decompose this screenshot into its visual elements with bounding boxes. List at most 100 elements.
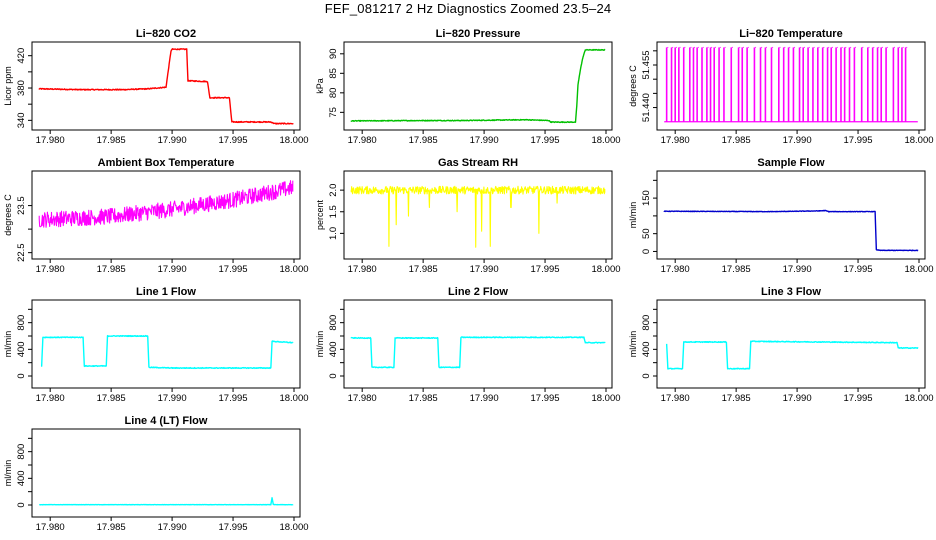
x-tick-label: 17.980 — [36, 393, 65, 404]
plot-frame — [656, 41, 926, 131]
y-axis-label: kPa — [315, 78, 325, 94]
y-tick-label: 800 — [328, 315, 339, 331]
x-tick-label: 17.985 — [409, 264, 438, 275]
y-tick-label: 0 — [641, 373, 652, 378]
y-tick-label: 0 — [16, 373, 27, 378]
x-tick-label: 17.980 — [348, 393, 377, 404]
y-tick-label: 23.5 — [16, 196, 27, 215]
panel-7: Line 1 Flow ml/min 17.980 17.985 17.990 17.99… — [3, 286, 309, 404]
x-tick-label: 17.980 — [36, 135, 65, 146]
panel-title: Li−820 Temperature — [739, 28, 842, 40]
y-tick-label: 1.5 — [328, 205, 339, 218]
panel-title: Line 3 Flow — [761, 286, 821, 298]
x-tick-label: 17.990 — [158, 393, 187, 404]
x-tick-label: 17.995 — [531, 393, 560, 404]
y-tick-label: 150 — [641, 190, 652, 206]
x-tick-label: 17.980 — [36, 264, 65, 275]
x-tick-label: 17.990 — [470, 393, 499, 404]
x-tick-label: 18.000 — [591, 264, 620, 275]
series-4 — [38, 180, 294, 228]
x-tick-label: 18.000 — [904, 135, 933, 146]
x-tick-label: 17.995 — [531, 264, 560, 275]
data-line — [350, 48, 606, 124]
x-tick-label: 17.995 — [219, 264, 248, 275]
x-tick-label: 18.000 — [279, 135, 308, 146]
y-tick-label: 380 — [16, 80, 27, 96]
plot-frame — [31, 170, 301, 260]
y-tick-label: 400 — [16, 470, 27, 486]
panel-title: Ambient Box Temperature — [98, 157, 235, 169]
y-tick-label: 800 — [16, 444, 27, 460]
y-tick-label: 80 — [328, 88, 339, 99]
x-tick-label: 18.000 — [904, 264, 933, 275]
x-tick-label: 17.990 — [470, 135, 499, 146]
x-tick-label: 17.990 — [158, 522, 187, 533]
figure-title: FEF_081217 2 Hz Diagnostics Zoomed 23.5–… — [324, 1, 612, 16]
x-tick-label: 18.000 — [591, 393, 620, 404]
y-tick-label: 51.440 — [641, 93, 652, 122]
x-tick-label: 17.995 — [219, 522, 248, 533]
x-tick-label: 17.985 — [722, 135, 751, 146]
panel-title: Sample Flow — [757, 157, 825, 169]
y-tick-label: 420 — [16, 48, 27, 64]
plot-frame — [31, 428, 301, 518]
panel-2: Li−820 Pressure kPa 17.980 17.985 17.990 17.9… — [315, 28, 621, 146]
x-tick-label: 17.985 — [722, 393, 751, 404]
y-axis-label: Licor ppm — [3, 66, 13, 106]
x-tick-label: 17.985 — [409, 393, 438, 404]
x-tick-label: 18.000 — [279, 393, 308, 404]
x-tick-label: 17.995 — [844, 264, 873, 275]
x-tick-label: 17.980 — [661, 264, 690, 275]
panel-title: Gas Stream RH — [438, 157, 518, 169]
y-axis-label: ml/min — [3, 460, 13, 487]
y-axis-label: degrees C — [628, 65, 638, 107]
x-tick-label: 17.985 — [409, 135, 438, 146]
plot-frame — [31, 299, 301, 389]
y-tick-label: 0 — [16, 502, 27, 507]
plot-frame — [656, 170, 926, 260]
series-9 — [665, 340, 919, 370]
x-tick-label: 17.985 — [97, 393, 126, 404]
x-tick-label: 17.985 — [722, 264, 751, 275]
x-tick-label: 17.990 — [783, 264, 812, 275]
data-line — [38, 180, 294, 228]
y-axis-label: ml/min — [315, 331, 325, 358]
y-tick-label: 800 — [16, 315, 27, 331]
x-tick-label: 17.995 — [844, 393, 873, 404]
series-1 — [38, 48, 294, 125]
x-tick-label: 17.985 — [97, 135, 126, 146]
data-line — [350, 185, 606, 248]
data-line — [38, 497, 294, 506]
x-tick-label: 17.980 — [661, 135, 690, 146]
panel-3: Li−820 Temperature degrees C 17.980 17.985 1… — [628, 28, 934, 146]
y-tick-label: 400 — [328, 341, 339, 357]
x-tick-label: 17.980 — [348, 264, 377, 275]
panel-8: Line 2 Flow ml/min 17.980 17.985 17.990 17.99… — [315, 286, 621, 404]
y-tick-label: 90 — [328, 49, 339, 60]
x-tick-label: 17.990 — [158, 264, 187, 275]
series-3 — [664, 46, 918, 123]
y-tick-label: 85 — [328, 68, 339, 79]
panel-4: Ambient Box Temperature degrees C 17.980 17… — [3, 157, 309, 275]
y-tick-label: 51.455 — [641, 50, 652, 79]
panel-10: Line 4 (LT) Flow ml/min 17.980 17.985 17.990… — [3, 415, 309, 533]
x-tick-label: 17.985 — [97, 264, 126, 275]
x-tick-label: 17.990 — [783, 393, 812, 404]
y-tick-label: 1.0 — [328, 227, 339, 240]
x-tick-label: 18.000 — [904, 393, 933, 404]
y-axis-label: ml/min — [628, 202, 638, 229]
y-axis-label: ml/min — [3, 331, 13, 358]
y-axis-label: degrees C — [3, 194, 13, 236]
x-tick-label: 17.990 — [783, 135, 812, 146]
panel-title: Line 4 (LT) Flow — [125, 415, 208, 427]
plot-frame — [343, 41, 613, 131]
y-tick-label: 2.0 — [328, 184, 339, 197]
plot-frame — [31, 41, 301, 131]
data-line — [663, 209, 919, 252]
x-tick-label: 17.985 — [97, 522, 126, 533]
y-tick-label: 0 — [328, 373, 339, 378]
x-tick-label: 17.995 — [219, 135, 248, 146]
series-6 — [663, 209, 919, 252]
y-tick-label: 800 — [641, 315, 652, 331]
